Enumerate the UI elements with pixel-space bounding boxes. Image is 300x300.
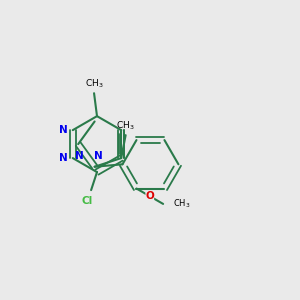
Text: Cl: Cl: [82, 196, 93, 206]
Text: O: O: [146, 191, 154, 201]
Text: CH$_3$: CH$_3$: [173, 198, 191, 210]
Text: N: N: [94, 152, 103, 161]
Text: CH$_3$: CH$_3$: [116, 119, 135, 132]
Text: N: N: [59, 125, 68, 135]
Text: N: N: [59, 153, 68, 163]
Text: N: N: [75, 151, 84, 160]
Text: CH$_3$: CH$_3$: [85, 77, 104, 90]
